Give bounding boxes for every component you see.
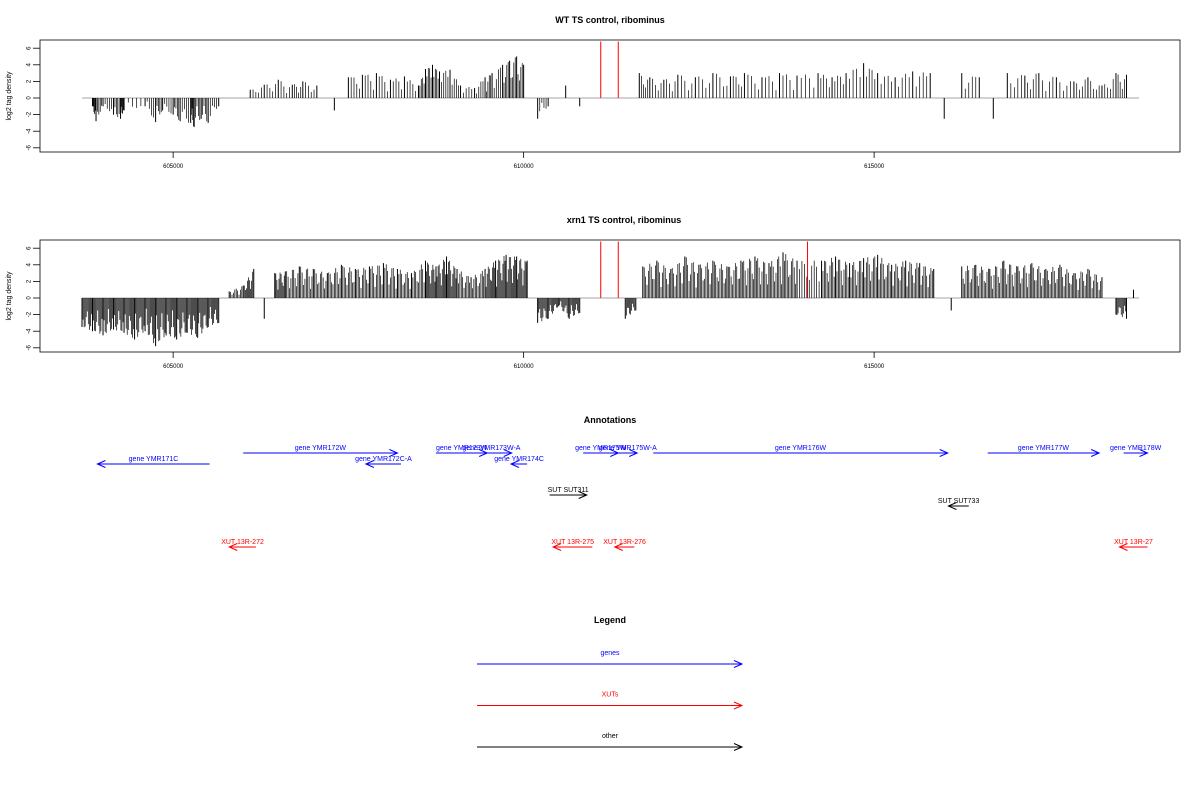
annotation-xut-13r-276: XUT 13R-276 <box>603 539 646 551</box>
xrn1-y-axis: 6 4 2 0 -2 -4 -6 <box>27 246 40 350</box>
arrowhead-icon <box>947 502 957 510</box>
wt-y-tick-label: -4 <box>27 128 33 134</box>
wt-y-tick-label: -2 <box>27 111 33 117</box>
wt-y-axis-label: log2 tag density <box>6 71 13 121</box>
wt-x-tick-label: 615000 <box>864 164 885 170</box>
xrn1-bar-series <box>81 241 1139 347</box>
arrowhead-icon <box>1139 449 1149 457</box>
xrn1-x-tick-label: 615000 <box>864 364 885 370</box>
annotations-title: Annotations <box>584 415 637 425</box>
legend-label: other <box>602 733 619 740</box>
xrn1-x-axis: 605000 610000 615000 <box>163 352 885 370</box>
xrn1-y-tick-label: -2 <box>27 311 33 317</box>
wt-y-axis: 6 4 2 0 -2 -4 -6 <box>27 46 40 150</box>
xrn1-y-axis-label: log2 tag density <box>6 271 13 321</box>
xrn1-panel-title: xrn1 TS control, ribominus <box>567 215 682 225</box>
annotation-label: XUT 13R-27 <box>1114 539 1153 546</box>
annotation-gene-ymr177w: gene YMR177W <box>987 445 1101 457</box>
annotation-xut-13r-27: XUT 13R-27 <box>1114 539 1153 551</box>
legend-label: genes <box>600 650 620 657</box>
legend-entry-other: other <box>477 733 744 751</box>
xrn1-x-tick-label: 610000 <box>514 364 535 370</box>
annotation-sut-sut311: SUT SUT311 <box>548 487 589 499</box>
wt-plot-frame <box>39 39 1181 153</box>
annotation-label: gene YMR177W <box>1018 445 1070 452</box>
wt-y-tick-label: 2 <box>27 79 33 83</box>
annotation-label: gene YMR176W <box>775 445 827 452</box>
annotation-label: gene YMR173W <box>436 445 488 452</box>
annotation-xut-13r-272: XUT 13R-272 <box>221 539 264 551</box>
legend-label: XUTs <box>602 692 619 699</box>
arrowhead-icon <box>96 460 106 468</box>
legend-entry-xuts: XUTs <box>477 692 744 710</box>
wt-panel-title: WT TS control, ribominus <box>555 15 665 25</box>
annotation-gene-ymr174c: gene YMR174C <box>494 456 544 468</box>
annotation-label: gene YMR178W <box>1110 445 1162 452</box>
xrn1-y-tick-label: 0 <box>27 296 33 300</box>
arrowhead-icon <box>389 449 399 457</box>
arrowhead-icon <box>503 449 513 457</box>
wt-x-tick-label: 605000 <box>163 164 184 170</box>
wt-bar-series <box>82 41 1139 128</box>
annotation-gene-ymr171c: gene YMR171C <box>96 456 210 468</box>
annotation-label: gene YMR174C <box>494 456 544 463</box>
xrn1-y-tick-label: 2 <box>27 279 33 283</box>
annotation-label: XUT 13R-272 <box>221 539 264 546</box>
arrowhead-icon <box>551 543 562 551</box>
annotation-label: XUT 13R-276 <box>603 539 646 546</box>
wt-x-axis: 605000 610000 615000 <box>163 152 885 170</box>
xrn1-y-tick-label: -4 <box>27 328 33 334</box>
wt-y-tick-label: -6 <box>27 144 33 150</box>
legend-entries: genes XUTs other <box>477 650 744 751</box>
xrn1-panel: xrn1 TS control, ribominus log2 tag dens… <box>6 215 1181 370</box>
arrowhead-icon <box>613 543 623 551</box>
annotation-gene-ymr175w-a: gene YMR175W-A <box>599 445 657 457</box>
arrowhead-icon <box>509 460 520 468</box>
xrn1-x-tick-label: 605000 <box>163 364 184 370</box>
annotation-label: SUT SUT311 <box>548 487 589 494</box>
annotation-label: gene YMR171C <box>129 456 179 463</box>
legend-entry-genes: genes <box>477 650 744 668</box>
xrn1-y-tick-label: 4 <box>27 262 33 266</box>
annotation-label: gene YMR175W-A <box>599 445 657 452</box>
annotation-gene-ymr176w: gene YMR176W <box>653 445 949 457</box>
annotation-gene-ymr172c-a: gene YMR172C-A <box>355 456 412 468</box>
arrowhead-icon <box>733 660 744 668</box>
annotation-sut-sut733: SUT SUT733 <box>938 498 980 510</box>
annotation-label: gene YMR175W <box>575 445 627 452</box>
arrowhead-icon <box>364 460 375 468</box>
xrn1-plot-frame <box>39 239 1181 353</box>
arrowhead-icon <box>1118 543 1128 551</box>
annotation-gene-ymr173w-a: gene YMR173W-A <box>462 445 521 457</box>
legend-title: Legend <box>594 615 626 625</box>
annotation-gene-ymr178w: gene YMR178W <box>1110 445 1162 457</box>
arrowhead-icon <box>628 449 639 457</box>
arrowhead-icon <box>578 491 588 499</box>
annotation-label: gene YMR172C-A <box>355 456 412 463</box>
xrn1-y-tick-label: -6 <box>27 344 33 350</box>
wt-y-tick-label: 0 <box>27 96 33 100</box>
annotation-label: SUT SUT733 <box>938 498 980 505</box>
annotation-label: gene YMR172W <box>295 445 347 452</box>
wt-y-tick-label: 4 <box>27 62 33 66</box>
arrowhead-icon <box>1090 449 1101 457</box>
annotation-xut-13r-275: XUT 13R-275 <box>551 539 594 551</box>
annotation-label: XUT 13R-275 <box>551 539 594 546</box>
arrowhead-icon <box>733 701 744 710</box>
xrn1-y-tick-label: 6 <box>27 246 33 250</box>
wt-x-tick-label: 610000 <box>514 164 535 170</box>
annotation-label: gene YMR173W-A <box>462 445 520 452</box>
arrowhead-icon <box>733 743 744 751</box>
legend-panel: Legend genes XUTs other <box>477 615 744 751</box>
annotation-features: gene YMR171C gene YMR172W gene YMR172C-A ge… <box>96 445 1162 551</box>
arrowhead-icon <box>939 449 949 457</box>
wt-y-tick-label: 6 <box>27 46 33 50</box>
wt-panel: WT TS control, ribominus log2 tag densit… <box>6 15 1181 170</box>
arrowhead-icon <box>227 543 238 551</box>
annotation-gene-ymr172w: gene YMR172W <box>243 445 399 457</box>
